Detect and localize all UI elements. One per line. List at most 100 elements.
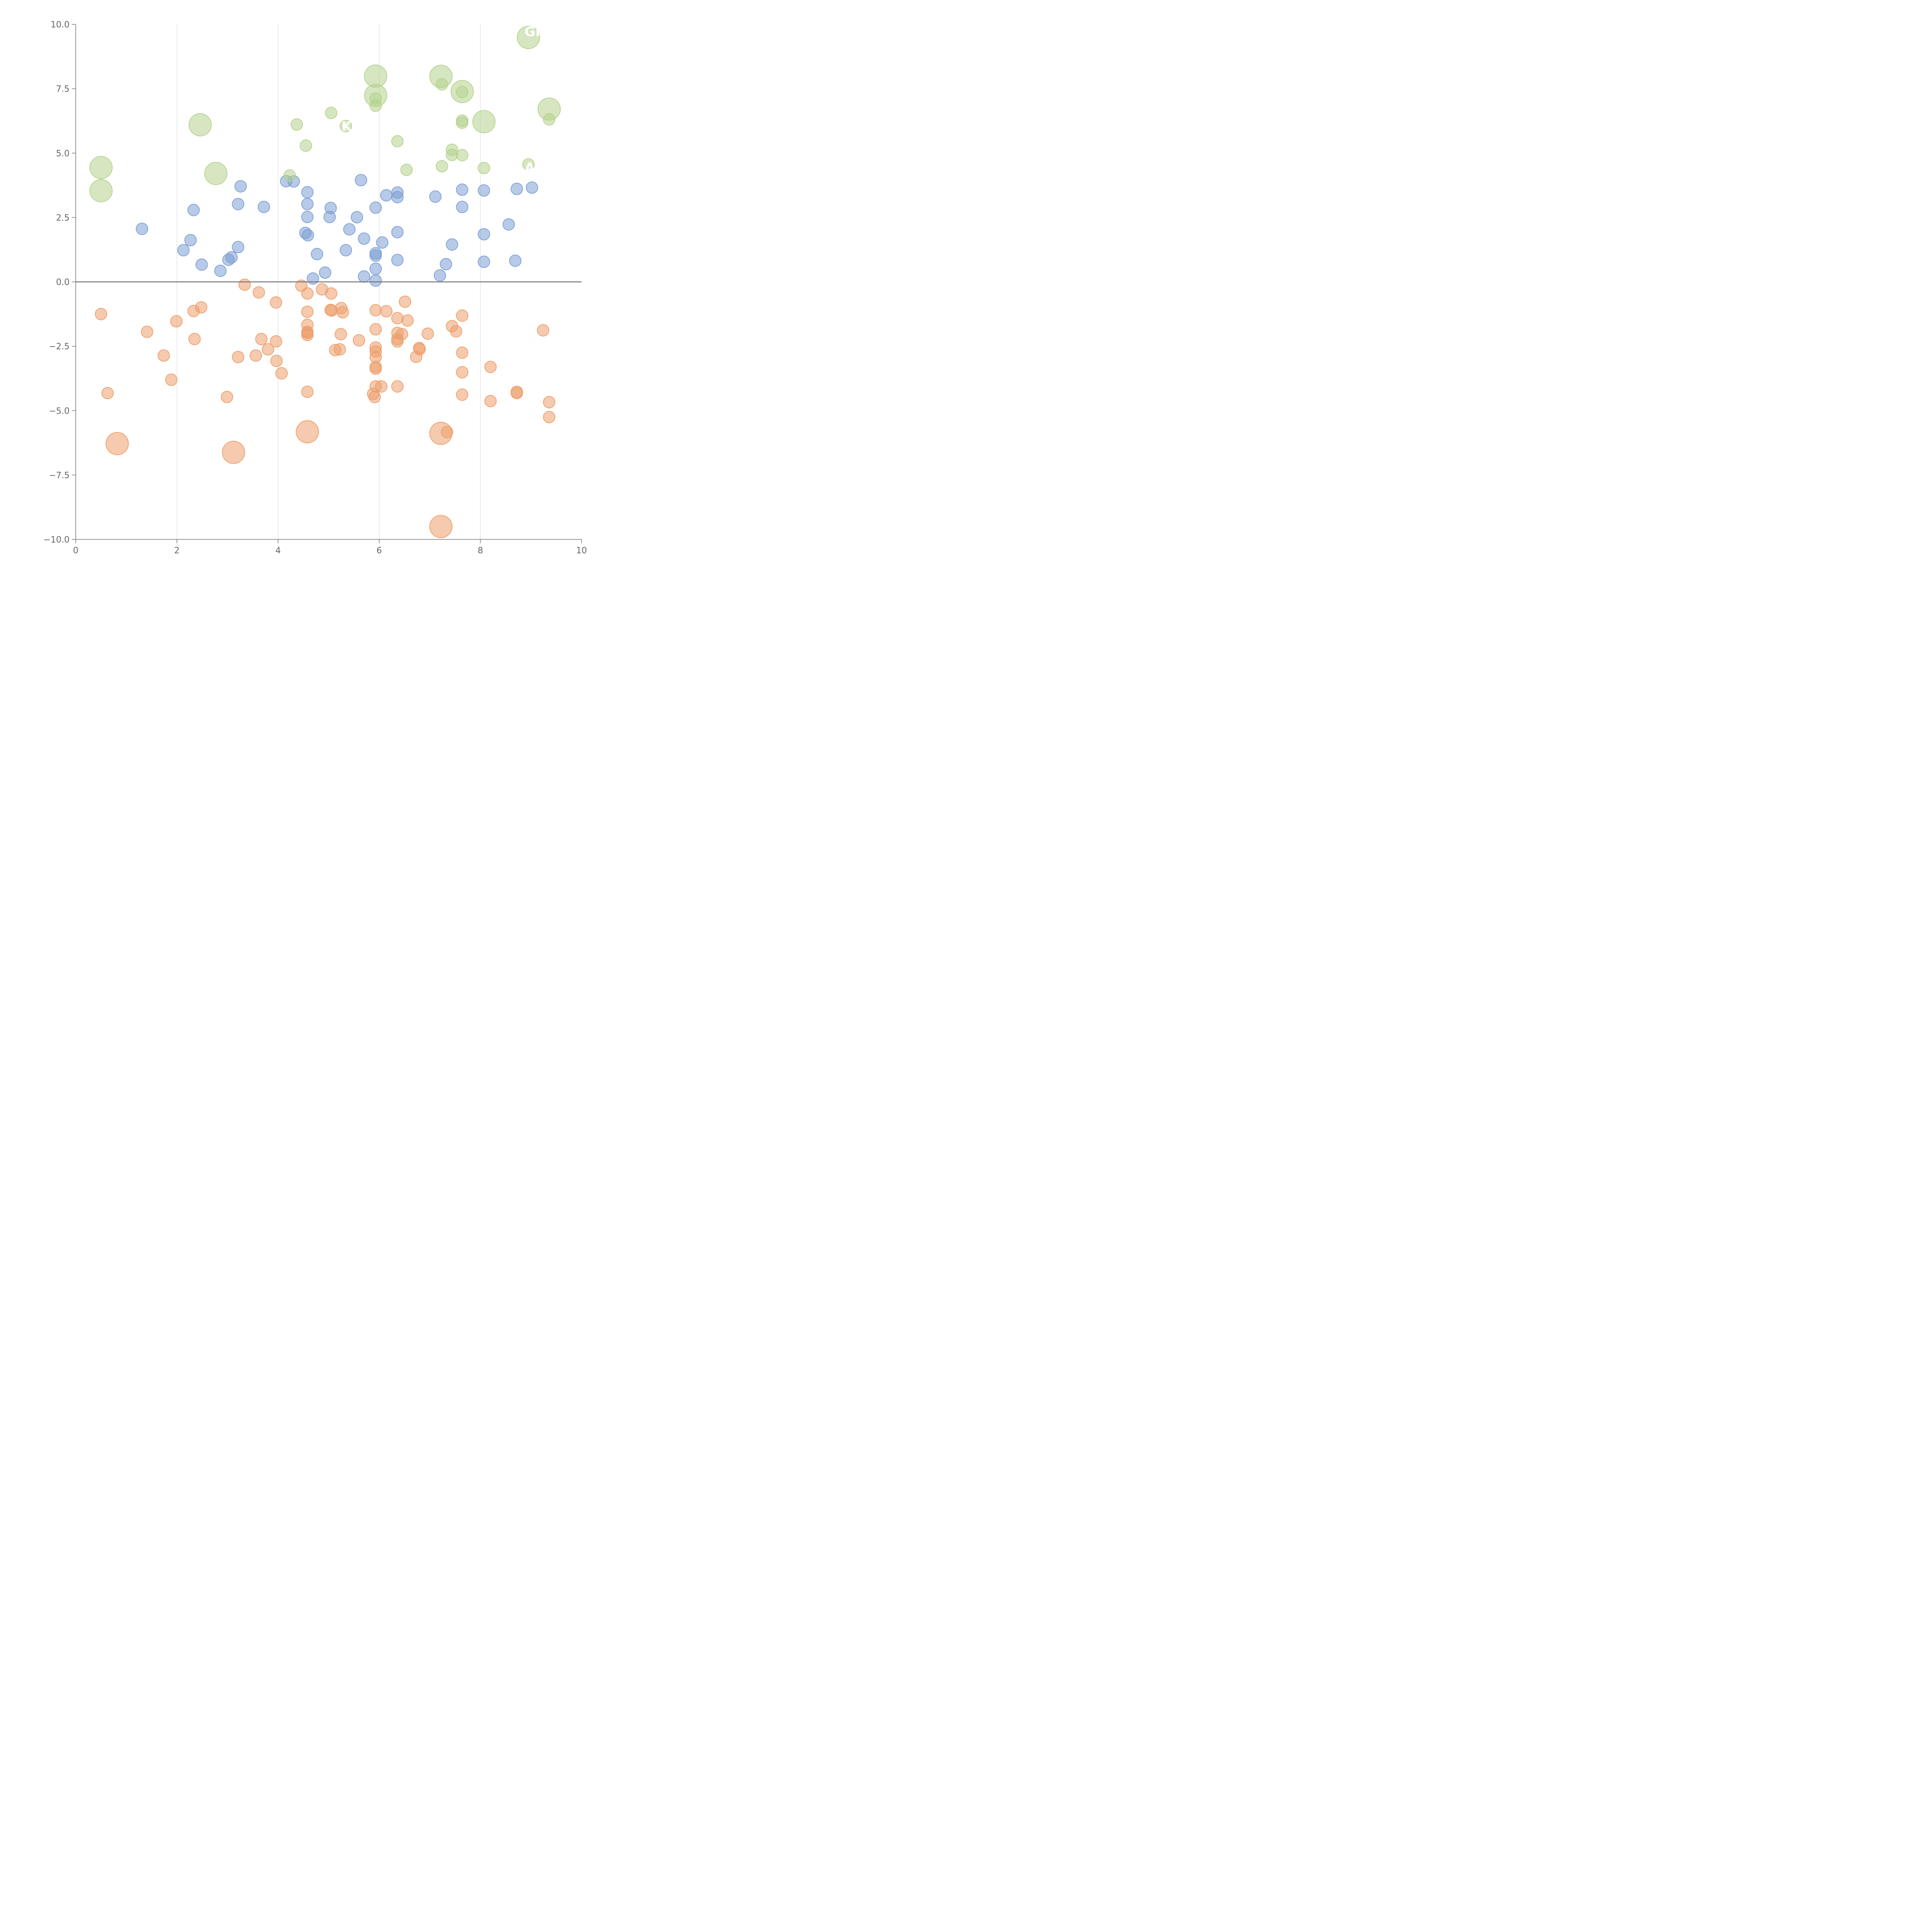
orange-point <box>325 287 338 300</box>
orange-point <box>296 420 319 444</box>
blue-point <box>429 190 442 203</box>
orange-point <box>105 432 129 456</box>
orange-point <box>270 296 282 309</box>
green-point <box>456 149 469 162</box>
orange-point <box>401 314 414 327</box>
blue-point <box>456 201 469 213</box>
blue-point <box>177 244 190 257</box>
y-tick-label: 7.5 <box>56 85 70 94</box>
green-point <box>522 158 535 171</box>
orange-point <box>413 343 426 355</box>
axes: 10.0 7.5 5.0 2.5 0.0 −2.5 −5.0 −7.5 −10.00 2 4 6 8 10 <box>44 20 587 556</box>
green-point <box>456 116 469 129</box>
orange-point <box>369 323 382 336</box>
orange-point <box>301 386 314 398</box>
orange-point <box>369 304 382 316</box>
blue-point <box>355 174 367 187</box>
data-points <box>89 26 561 538</box>
green-point <box>89 179 113 202</box>
blue-point <box>301 186 314 199</box>
green-point <box>204 162 228 185</box>
orange-point <box>301 305 314 318</box>
orange-point <box>484 361 497 373</box>
x-tick-label: 4 <box>276 546 281 556</box>
blue-point <box>184 234 197 247</box>
blue-point <box>369 274 382 287</box>
y-tick-label: 10.0 <box>51 20 70 30</box>
green-point <box>400 163 413 176</box>
orange-point <box>375 380 388 393</box>
annotation-label: A <box>525 160 535 176</box>
orange-point <box>101 387 114 400</box>
blue-point <box>434 269 446 282</box>
blue-point <box>340 244 352 257</box>
orange-point <box>353 334 366 347</box>
orange-point <box>275 367 288 380</box>
orange-point <box>334 328 347 340</box>
blue-point <box>350 211 363 224</box>
blue-point <box>446 238 458 251</box>
blue-point <box>509 254 522 267</box>
y-tick-label: −5.0 <box>49 406 70 416</box>
green-point <box>543 113 556 126</box>
blue-point <box>301 229 314 242</box>
blue-point <box>358 270 371 283</box>
orange-point <box>337 306 349 319</box>
x-tick-label: 6 <box>376 546 382 556</box>
orange-point <box>510 387 523 400</box>
blue-point <box>526 181 538 194</box>
blue-point <box>391 191 404 204</box>
orange-point <box>450 325 463 338</box>
annotation-label: GI <box>525 24 541 40</box>
blue-point <box>510 182 523 195</box>
green-point <box>472 110 496 133</box>
blue-point <box>136 223 148 235</box>
orange-point <box>380 305 393 318</box>
green-point <box>517 26 540 49</box>
green-point <box>325 107 338 119</box>
orange-point <box>252 286 265 299</box>
green-point <box>189 113 212 136</box>
blue-point <box>391 226 404 238</box>
orange-point <box>221 391 233 403</box>
blue-point <box>324 202 337 214</box>
orange-point <box>141 325 153 338</box>
orange-point <box>543 396 556 408</box>
green-point <box>283 169 296 182</box>
green-point <box>391 135 404 148</box>
blue-point <box>225 251 238 264</box>
green-point <box>299 139 312 152</box>
blue-point <box>369 249 382 262</box>
orange-point <box>484 395 497 408</box>
orange-point <box>537 324 549 337</box>
orange-point <box>250 349 262 362</box>
green-point <box>435 160 448 173</box>
orange-point <box>157 349 170 362</box>
blue-point <box>187 204 200 216</box>
blue-point <box>478 184 490 197</box>
orange-point <box>456 346 469 359</box>
orange-point <box>440 426 453 439</box>
y-tick-label: −10.0 <box>44 535 70 545</box>
blue-point <box>234 180 247 193</box>
green-point <box>478 162 490 174</box>
orange-point <box>95 308 107 320</box>
blue-point <box>343 223 356 236</box>
orange-point <box>222 440 245 464</box>
scatter-chart: GI K A 10.0 7.5 5.0 2.5 0.0 −2.5 −5.0 −7.5 −10.00 2… <box>44 20 587 556</box>
orange-point <box>429 515 453 538</box>
orange-point <box>195 301 207 314</box>
orange-point <box>262 343 274 356</box>
blue-point <box>391 253 404 266</box>
blue-point <box>214 264 227 277</box>
blue-point <box>358 232 371 245</box>
green-point <box>435 78 448 91</box>
orange-point <box>170 315 183 328</box>
annotations: GI K A <box>342 24 540 176</box>
x-tick-label: 0 <box>73 546 78 556</box>
blue-point <box>380 189 393 202</box>
orange-point <box>456 309 469 322</box>
y-tick-label: 5.0 <box>56 149 70 158</box>
blue-point <box>257 201 270 213</box>
green-point <box>340 120 352 133</box>
